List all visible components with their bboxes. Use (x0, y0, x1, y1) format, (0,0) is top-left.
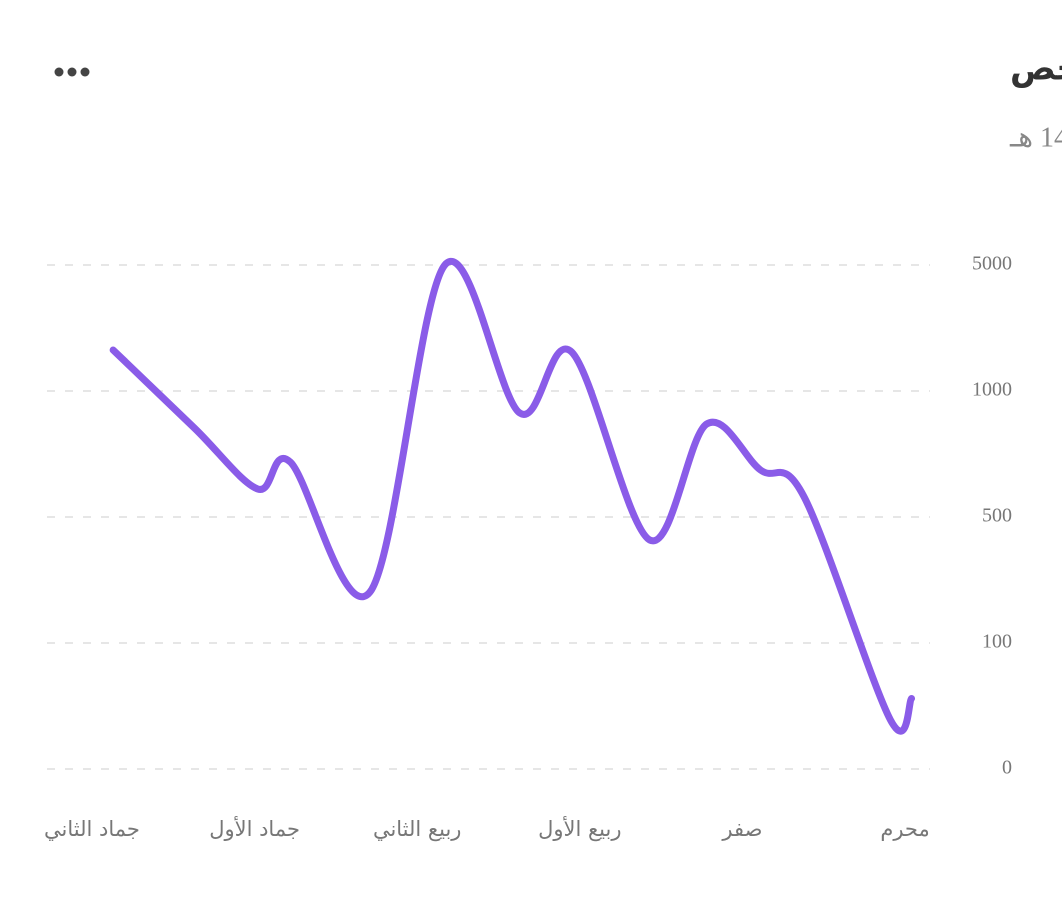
y-tick-label: 5000 (972, 253, 1012, 275)
y-tick-label: 0 (1002, 757, 1012, 779)
x-tick-label: صفر (721, 817, 762, 841)
chart-subtitle: للنصف السنوي لعام 1443 هـ (1009, 122, 1062, 153)
menu-dot (54, 67, 64, 77)
x-tick-label: ربيع الأول (538, 816, 621, 841)
y-tick-label: 500 (982, 505, 1012, 527)
data-line (109, 258, 916, 735)
y-tick-label: 1000 (972, 379, 1012, 401)
menu-dot (80, 67, 90, 77)
menu-dot (67, 67, 77, 77)
chart-title: الرخص (1010, 49, 1062, 89)
x-tick-label: جماد الأول (209, 816, 300, 841)
x-tick-label: ربيع الثاني (373, 817, 462, 841)
x-tick-label: محرم (880, 817, 929, 841)
y-tick-label: 100 (982, 631, 1012, 653)
x-tick-label: جماد الثاني (44, 817, 140, 841)
more-menu[interactable] (54, 67, 90, 77)
